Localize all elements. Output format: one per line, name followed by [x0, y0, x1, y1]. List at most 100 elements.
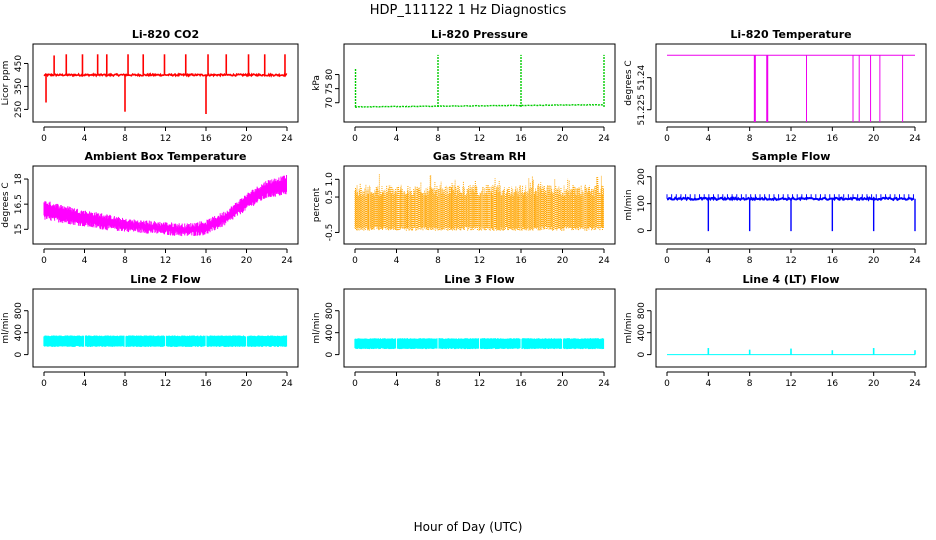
panel-title: Li-820 Pressure — [431, 28, 528, 41]
figure-xlabel: Hour of Day (UTC) — [414, 520, 523, 534]
y-tick-label: 75 — [325, 83, 335, 94]
x-tick-label: 20 — [868, 134, 880, 144]
x-tick-label: 0 — [352, 379, 358, 389]
x-tick-label: 20 — [557, 134, 569, 144]
x-tick-label: 12 — [785, 256, 796, 266]
x-tick-label: 0 — [41, 379, 47, 389]
x-tick-label: 0 — [664, 379, 670, 389]
x-tick-label: 4 — [705, 379, 711, 389]
x-tick-label: 0 — [664, 134, 670, 144]
x-tick-label: 8 — [435, 134, 441, 144]
y-tick-label: 350 — [14, 78, 24, 95]
x-tick-label: 16 — [827, 256, 839, 266]
x-tick-label: 8 — [747, 256, 753, 266]
x-tick-label: 24 — [598, 256, 610, 266]
x-tick-label: 20 — [557, 379, 569, 389]
x-tick-label: 24 — [281, 379, 293, 389]
data-series — [43, 174, 287, 237]
y-tick-label: 400 — [14, 324, 24, 341]
y-tick-label: -0.5 — [325, 224, 335, 242]
x-tick-label: 16 — [515, 256, 527, 266]
x-tick-label: 12 — [160, 379, 171, 389]
y-tick-label: 0 — [14, 351, 24, 357]
x-tick-label: 24 — [598, 134, 610, 144]
y-tick-label: 100 — [637, 195, 647, 212]
x-tick-label: 24 — [909, 256, 921, 266]
x-tick-label: 0 — [41, 256, 47, 266]
data-series — [666, 194, 916, 232]
x-tick-label: 12 — [785, 379, 796, 389]
data-series — [43, 54, 288, 114]
y-axis-label: percent — [312, 187, 322, 222]
x-tick-label: 16 — [827, 134, 839, 144]
y-tick-label: 400 — [637, 324, 647, 341]
plot-frame — [32, 43, 299, 123]
panel-title: Line 3 Flow — [444, 273, 514, 286]
y-axis-label: ml/min — [624, 312, 634, 343]
y-axis-label: ml/min — [312, 312, 322, 343]
y-tick-label: 0.5 — [325, 190, 335, 204]
x-tick-label: 4 — [82, 134, 88, 144]
co2-trace — [43, 71, 288, 78]
y-tick-label: 800 — [325, 302, 335, 319]
y-tick-label: 0 — [637, 227, 647, 233]
x-tick-label: 16 — [200, 134, 212, 144]
x-tick-label: 4 — [394, 256, 400, 266]
chart-panel: Li-820 Temperature 0 4 8 12 16 20 24 51.225 51.24… — [624, 28, 927, 144]
data-series — [667, 54, 915, 122]
data-series — [667, 348, 916, 356]
panel-title: Line 4 (LT) Flow — [743, 273, 840, 286]
figure-title: HDP_111122 1 Hz Diagnostics — [370, 3, 567, 18]
x-tick-label: 20 — [241, 379, 253, 389]
x-tick-label: 20 — [557, 256, 569, 266]
y-tick-label: 1.0 — [325, 172, 335, 187]
panel-title: Line 2 Flow — [130, 273, 200, 286]
x-tick-label: 12 — [160, 256, 171, 266]
x-tick-label: 16 — [200, 256, 212, 266]
y-axis-label: kPa — [312, 75, 322, 91]
x-tick-label: 20 — [241, 134, 253, 144]
x-tick-label: 16 — [827, 379, 839, 389]
x-tick-label: 8 — [435, 256, 441, 266]
plot-frame — [32, 165, 299, 245]
panel-title: Ambient Box Temperature — [85, 150, 247, 163]
y-tick-label: 16.5 — [14, 194, 24, 214]
panel-title: Sample Flow — [752, 150, 831, 163]
y-tick-label: 70 — [325, 97, 335, 109]
y-axis-label: degrees C — [1, 182, 11, 227]
x-tick-label: 12 — [474, 256, 485, 266]
y-tick-label: 18 — [14, 173, 24, 185]
x-tick-label: 4 — [82, 256, 88, 266]
y-tick-label: 80 — [325, 69, 335, 81]
x-tick-label: 12 — [474, 379, 485, 389]
x-tick-label: 8 — [747, 134, 753, 144]
y-tick-label: 450 — [14, 55, 24, 72]
x-tick-label: 4 — [705, 134, 711, 144]
y-tick-label: 51.24 — [637, 64, 647, 90]
x-tick-label: 12 — [160, 134, 171, 144]
panel-title: Gas Stream RH — [433, 150, 526, 163]
y-tick-label: 400 — [325, 324, 335, 341]
x-tick-label: 4 — [705, 256, 711, 266]
x-tick-label: 8 — [435, 379, 441, 389]
y-tick-label: 0 — [637, 351, 647, 357]
x-tick-label: 8 — [122, 379, 128, 389]
chart-panel: Ambient Box Temperature 0 4 8 12 16 20 24 15 16.5… — [1, 150, 299, 266]
chart-panel: Gas Stream RH 0 4 8 12 16 20 24 -0.5 0.5 1.0percen… — [312, 150, 616, 266]
x-tick-label: 4 — [82, 379, 88, 389]
y-axis-label: Licor ppm — [1, 61, 11, 106]
y-tick-label: 800 — [637, 302, 647, 319]
x-tick-label: 8 — [122, 134, 128, 144]
x-tick-label: 12 — [474, 134, 485, 144]
y-tick-label: 15 — [14, 224, 24, 235]
data-series — [43, 335, 288, 347]
pressure-trace — [354, 103, 604, 108]
x-tick-label: 8 — [122, 256, 128, 266]
x-tick-label: 12 — [785, 134, 796, 144]
